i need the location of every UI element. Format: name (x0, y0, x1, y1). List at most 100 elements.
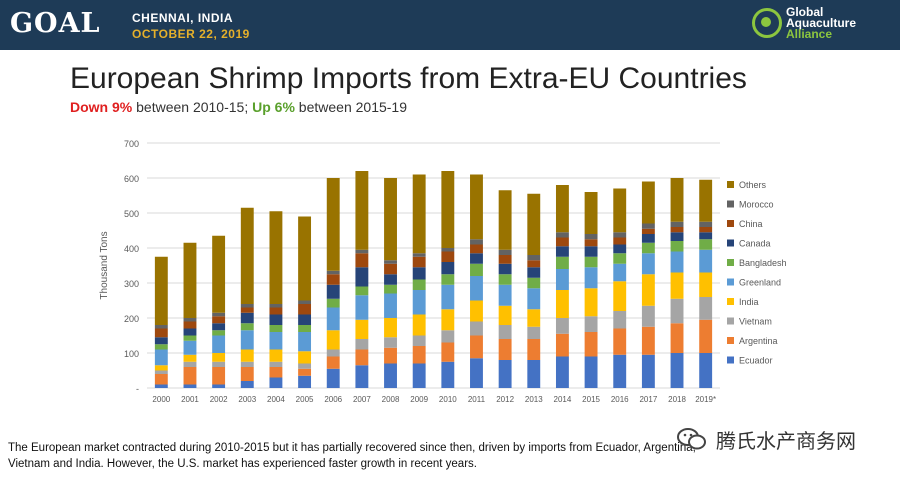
gaa-line2: Aquaculture (786, 16, 857, 30)
bar-segment (240, 312, 254, 324)
bar-segment (584, 239, 598, 247)
bar-segment (641, 223, 655, 229)
bar-segment (412, 267, 426, 280)
bar-segment (412, 279, 426, 290)
bar-segment (269, 332, 283, 350)
bar-segment (326, 178, 340, 271)
bar-segment (154, 384, 168, 388)
bar-segment (183, 321, 197, 329)
bar-segment (240, 330, 254, 350)
x-tick-label: 2011 (468, 395, 486, 404)
bar-segment (154, 328, 168, 338)
bar-segment (384, 318, 397, 338)
bar-segment (240, 307, 254, 313)
bar-segment (355, 267, 369, 287)
bar-segment (269, 304, 283, 308)
bar-segment (355, 349, 369, 366)
bar-segment (212, 361, 226, 367)
bar-segment (326, 356, 340, 369)
bar-segment (326, 298, 340, 308)
x-tick-label: 2001 (181, 395, 199, 404)
bar-segment (298, 375, 312, 388)
bar-segment (641, 181, 655, 224)
bar-segment (470, 263, 483, 276)
bar-segment (527, 193, 541, 255)
bar-segment (412, 290, 426, 315)
bar-segment (555, 269, 569, 290)
bar-segment (613, 354, 627, 388)
header-bar: GOAL CHENNAI, INDIA OCTOBER 22, 2019 Glo… (0, 0, 900, 50)
x-tick-label: 2006 (324, 395, 342, 404)
bar-segment (555, 256, 569, 269)
y-tick-label: 500 (124, 209, 139, 219)
bar-segment (441, 274, 455, 285)
bar-segment (298, 300, 312, 304)
gaa-logo-icon (752, 8, 782, 38)
x-tick-label: 2012 (496, 395, 514, 404)
bar-segment (298, 304, 312, 315)
bar-segment (269, 211, 283, 304)
legend-label: Bangladesh (739, 258, 787, 268)
bar-segment (355, 319, 369, 339)
legend-label: India (739, 297, 759, 307)
bar-segment (355, 365, 369, 388)
bar-segment (527, 255, 541, 261)
bar-segment (240, 323, 254, 331)
bar-segment (527, 309, 541, 327)
bar-segment (240, 207, 254, 304)
x-tick-label: 2009 (410, 395, 428, 404)
bar-segment (527, 288, 541, 310)
bar-segment (584, 234, 598, 240)
bar-segment (154, 325, 168, 329)
bar-segment (441, 262, 455, 275)
subtitle-down: Down 9% (70, 99, 133, 115)
bar-segment (183, 354, 197, 362)
bar-segment (441, 248, 455, 252)
bar-segment (641, 253, 655, 275)
bar-segment (555, 232, 569, 238)
legend-label: Argentina (739, 336, 778, 346)
bar-segment (441, 330, 455, 343)
bar-segment (555, 318, 569, 334)
y-tick-label: 600 (124, 174, 139, 184)
bar-segment (212, 312, 226, 317)
x-tick-label: 2005 (296, 395, 314, 404)
x-tick-label: 2008 (382, 395, 400, 404)
bar-segment (670, 241, 684, 252)
slide-caption: The European market contracted during 20… (8, 442, 696, 470)
bar-segment (641, 242, 655, 254)
bar-segment (154, 349, 168, 366)
legend-label: Ecuador (739, 356, 773, 366)
bar-segment (613, 253, 627, 264)
bar-segment (699, 319, 713, 353)
x-tick-label: 2004 (267, 395, 285, 404)
legend-swatch (727, 239, 734, 247)
watermark-text: 腾氏水产商务网 (716, 429, 856, 453)
bar-segment (613, 263, 627, 282)
bar-segment (470, 253, 483, 264)
bar-segment (355, 253, 369, 268)
bar-segment (384, 178, 397, 261)
bar-segment (240, 349, 254, 362)
bar-segment (355, 295, 369, 320)
bar-segment (355, 339, 369, 350)
legend-swatch (727, 259, 734, 266)
bar-segment (699, 221, 713, 227)
bar-segment (298, 325, 312, 332)
bar-segment (154, 256, 168, 325)
bar-segment (269, 307, 283, 315)
bar-segment (498, 255, 512, 264)
bar-segment (498, 360, 512, 388)
x-tick-label: 2017 (639, 395, 657, 404)
bar-segment (240, 361, 254, 367)
bar-segment (670, 178, 684, 222)
bar-segment (498, 305, 512, 325)
bar-segment (154, 365, 168, 371)
bar-segment (154, 374, 168, 385)
bar-segment (384, 284, 397, 294)
bar-segment (269, 367, 283, 378)
bar-segment (212, 323, 226, 331)
bar-segment (584, 192, 598, 234)
bar-segment (298, 363, 312, 369)
bar-segment (441, 309, 455, 331)
